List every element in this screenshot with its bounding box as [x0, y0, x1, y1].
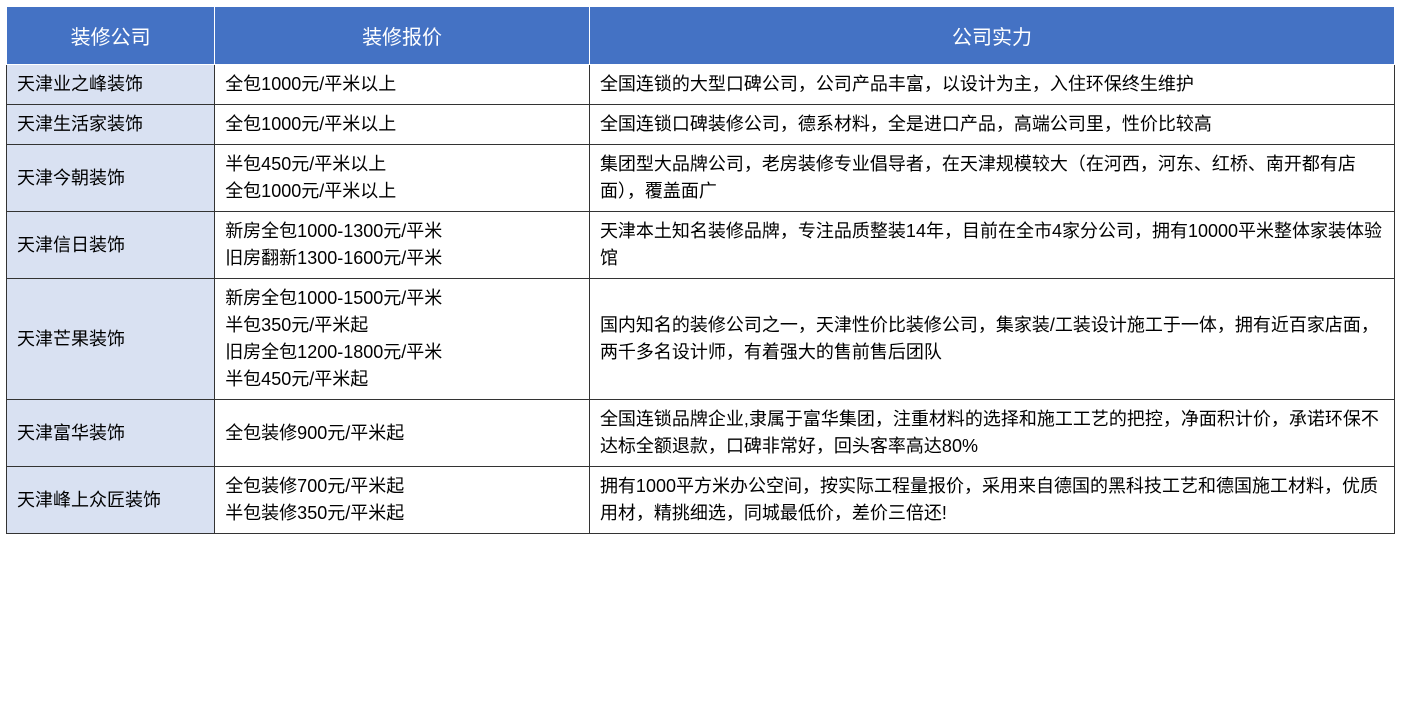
- cell-strength: 全国连锁的大型口碑公司，公司产品丰富，以设计为主，入住环保终生维护: [589, 65, 1394, 105]
- table-row: 天津生活家装饰 全包1000元/平米以上 全国连锁口碑装修公司，德系材料，全是进…: [7, 105, 1395, 145]
- cell-company: 天津富华装饰: [7, 400, 215, 467]
- cell-company: 天津峰上众匠装饰: [7, 467, 215, 534]
- cell-strength: 全国连锁品牌企业,隶属于富华集团，注重材料的选择和施工工艺的把控，净面积计价，承…: [589, 400, 1394, 467]
- cell-quote: 全包1000元/平米以上: [215, 65, 590, 105]
- cell-company: 天津信日装饰: [7, 212, 215, 279]
- cell-quote: 全包装修900元/平米起: [215, 400, 590, 467]
- cell-strength: 拥有1000平方米办公空间，按实际工程量报价，采用来自德国的黑科技工艺和德国施工…: [589, 467, 1394, 534]
- cell-quote: 全包1000元/平米以上: [215, 105, 590, 145]
- cell-quote: 新房全包1000-1300元/平米 旧房翻新1300-1600元/平米: [215, 212, 590, 279]
- header-strength: 公司实力: [589, 7, 1394, 65]
- header-quote: 装修报价: [215, 7, 590, 65]
- cell-company: 天津生活家装饰: [7, 105, 215, 145]
- cell-company: 天津今朝装饰: [7, 145, 215, 212]
- cell-quote: 半包450元/平米以上 全包1000元/平米以上: [215, 145, 590, 212]
- cell-company: 天津业之峰装饰: [7, 65, 215, 105]
- table-row: 天津富华装饰 全包装修900元/平米起 全国连锁品牌企业,隶属于富华集团，注重材…: [7, 400, 1395, 467]
- cell-quote: 新房全包1000-1500元/平米 半包350元/平米起 旧房全包1200-18…: [215, 279, 590, 400]
- cell-quote: 全包装修700元/平米起 半包装修350元/平米起: [215, 467, 590, 534]
- cell-strength: 全国连锁口碑装修公司，德系材料，全是进口产品，高端公司里，性价比较高: [589, 105, 1394, 145]
- table-row: 天津今朝装饰 半包450元/平米以上 全包1000元/平米以上 集团型大品牌公司…: [7, 145, 1395, 212]
- cell-strength: 天津本土知名装修品牌，专注品质整装14年，目前在全市4家分公司，拥有10000平…: [589, 212, 1394, 279]
- table-body: 天津业之峰装饰 全包1000元/平米以上 全国连锁的大型口碑公司，公司产品丰富，…: [7, 65, 1395, 534]
- table-row: 天津信日装饰 新房全包1000-1300元/平米 旧房翻新1300-1600元/…: [7, 212, 1395, 279]
- cell-strength: 国内知名的装修公司之一，天津性价比装修公司，集家装/工装设计施工于一体，拥有近百…: [589, 279, 1394, 400]
- table-row: 天津业之峰装饰 全包1000元/平米以上 全国连锁的大型口碑公司，公司产品丰富，…: [7, 65, 1395, 105]
- cell-company: 天津芒果装饰: [7, 279, 215, 400]
- table-header-row: 装修公司 装修报价 公司实力: [7, 7, 1395, 65]
- table-row: 天津芒果装饰 新房全包1000-1500元/平米 半包350元/平米起 旧房全包…: [7, 279, 1395, 400]
- decoration-company-table: 装修公司 装修报价 公司实力 天津业之峰装饰 全包1000元/平米以上 全国连锁…: [6, 6, 1395, 534]
- header-company: 装修公司: [7, 7, 215, 65]
- cell-strength: 集团型大品牌公司，老房装修专业倡导者，在天津规模较大（在河西，河东、红桥、南开都…: [589, 145, 1394, 212]
- table-row: 天津峰上众匠装饰 全包装修700元/平米起 半包装修350元/平米起 拥有100…: [7, 467, 1395, 534]
